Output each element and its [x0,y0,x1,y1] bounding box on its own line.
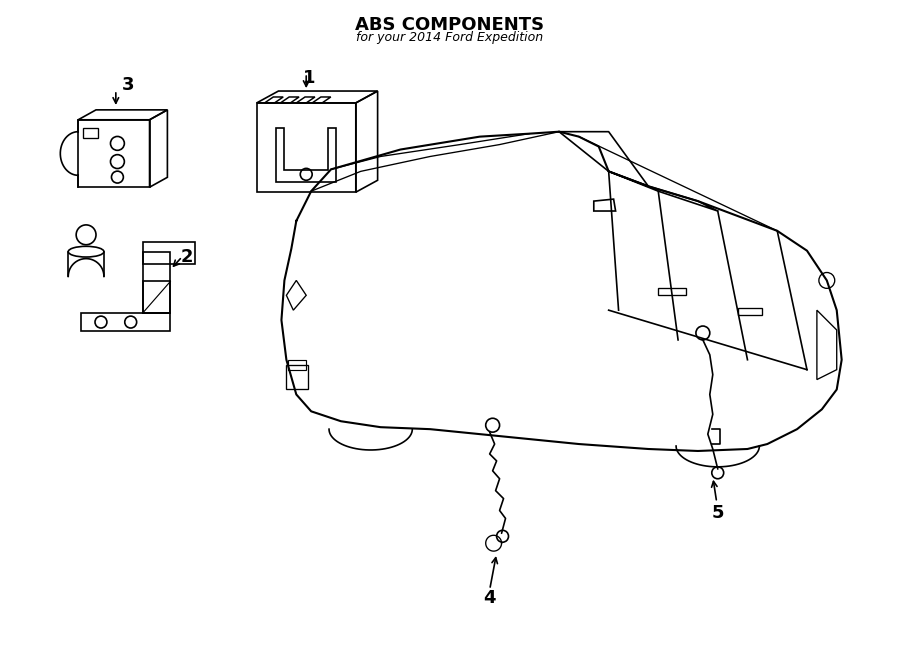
Text: ABS COMPONENTS: ABS COMPONENTS [356,16,544,34]
Bar [658,288,686,295]
Bar [738,308,762,315]
Text: 3: 3 [122,76,134,94]
Text: 5: 5 [712,504,724,522]
Bar [286,365,308,389]
Text: 1: 1 [303,69,315,87]
Bar [288,360,306,369]
Text: 2: 2 [181,248,194,266]
Text: for your 2014 Ford Expedition: for your 2014 Ford Expedition [356,30,544,44]
Text: 4: 4 [483,589,496,607]
